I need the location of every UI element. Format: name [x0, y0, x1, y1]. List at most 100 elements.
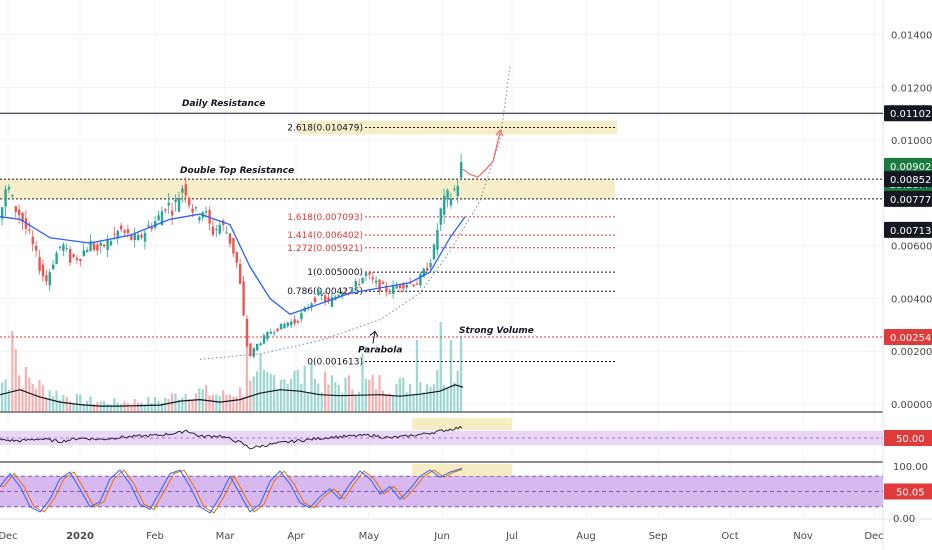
volume-bar — [89, 396, 92, 412]
annotation-label[interactable]: Daily Resistance — [182, 99, 265, 109]
price-tag[interactable] — [884, 171, 932, 188]
volume-bar — [460, 335, 463, 412]
candle-body — [419, 273, 422, 286]
volume-bar — [38, 380, 41, 412]
text-annotations[interactable]: Daily Resistance Double Top Resistance Par… — [180, 99, 534, 356]
candle-body — [174, 200, 177, 203]
volume-bar — [143, 404, 146, 412]
time-tick-label: Feb — [146, 531, 164, 542]
volume-bar — [45, 397, 48, 412]
candle-body — [432, 244, 436, 260]
volume-bar — [320, 392, 323, 412]
volume-bar — [303, 365, 306, 412]
candle-body — [446, 190, 449, 200]
candle-body — [358, 284, 361, 285]
volume-bar — [164, 397, 167, 412]
fib-label: 1.618(0.007093) — [287, 213, 363, 223]
volume-bar — [443, 385, 446, 412]
time-axis[interactable]: Dec 2020 Feb Mar Apr May Jun Jul Aug Sep Oct Nov Dec — [0, 531, 884, 542]
candle-body — [72, 254, 75, 258]
volume-bar — [324, 371, 327, 412]
candle-body — [436, 230, 439, 250]
candle-body — [351, 289, 354, 292]
price-tag[interactable] — [884, 190, 932, 207]
volume-bar — [225, 394, 228, 412]
candle-body — [259, 343, 262, 346]
candle-body — [337, 295, 340, 298]
candle-body — [69, 249, 72, 263]
candle-body — [86, 250, 89, 253]
annotation-label[interactable]: Double Top Resistance — [180, 166, 294, 176]
indicator-overlays — [0, 66, 511, 360]
candle-body — [252, 348, 255, 357]
rsi-value-label: 50.00 — [896, 434, 925, 445]
volume-bar — [290, 378, 293, 412]
volume-bar — [422, 392, 425, 412]
fib-label: 2.618(0.010479) — [287, 124, 363, 134]
candle-body — [429, 262, 432, 268]
candle-body — [116, 230, 119, 239]
candle-body — [215, 228, 218, 230]
candle-body — [245, 318, 249, 346]
candle-body — [109, 241, 113, 246]
volume-bar — [21, 387, 24, 412]
volume-bar — [150, 403, 153, 412]
candle-body — [7, 186, 11, 190]
price-tag-label: 0.009027 — [890, 162, 932, 173]
candle-body — [405, 284, 408, 288]
price-tag-label: 0.007774 — [890, 195, 932, 206]
volume-bar — [344, 377, 347, 412]
candle-body — [443, 195, 446, 215]
volume-bar — [96, 402, 99, 412]
candle-body — [45, 275, 48, 282]
volume-ma-line — [0, 384, 464, 407]
candle-body — [375, 280, 378, 283]
volume-bar — [31, 384, 34, 412]
volume-bar — [154, 397, 157, 412]
candle-body — [160, 211, 164, 226]
resistance-zone — [0, 179, 615, 199]
volume-bar — [412, 393, 415, 412]
volume-bar — [58, 399, 61, 412]
candle-body — [398, 283, 402, 288]
volume-bar — [300, 383, 303, 412]
candle-body — [4, 189, 7, 207]
candle-body — [140, 234, 143, 238]
volume-bar — [245, 331, 248, 412]
annotation-label[interactable]: Strong Volume — [459, 326, 534, 336]
price-tag[interactable] — [884, 157, 932, 174]
price-tag[interactable] — [884, 328, 932, 345]
annotation-label[interactable]: Parabola — [358, 346, 402, 356]
stoch-tick-label: 100.00 — [893, 462, 928, 473]
volume-bar — [208, 395, 211, 412]
candle-body — [11, 195, 14, 197]
candle-body — [269, 331, 272, 334]
candle-body — [239, 264, 242, 284]
volume-bar — [218, 395, 221, 412]
volume-bar — [86, 400, 89, 412]
volume-bar — [65, 396, 68, 412]
price-tag[interactable] — [884, 105, 932, 122]
stoch-value-tag[interactable] — [884, 483, 932, 500]
volume-bar — [160, 402, 163, 412]
candle-body — [171, 210, 174, 216]
time-tick-label: Nov — [793, 531, 813, 542]
rsi-value-tag[interactable] — [884, 430, 932, 446]
stoch-rsi-pane — [0, 467, 463, 514]
volume-bar — [273, 375, 276, 412]
candle-body — [290, 321, 293, 326]
volume-bar — [276, 389, 279, 412]
horizontal-levels[interactable] — [0, 112, 883, 338]
volume-bar — [351, 389, 354, 412]
volume-bars — [0, 322, 464, 412]
candle-body — [300, 313, 303, 320]
volume-bar — [313, 378, 316, 412]
candle-body — [395, 285, 398, 289]
price-tag[interactable] — [884, 221, 932, 238]
candle-body — [344, 291, 347, 293]
volume-bar — [177, 399, 180, 412]
